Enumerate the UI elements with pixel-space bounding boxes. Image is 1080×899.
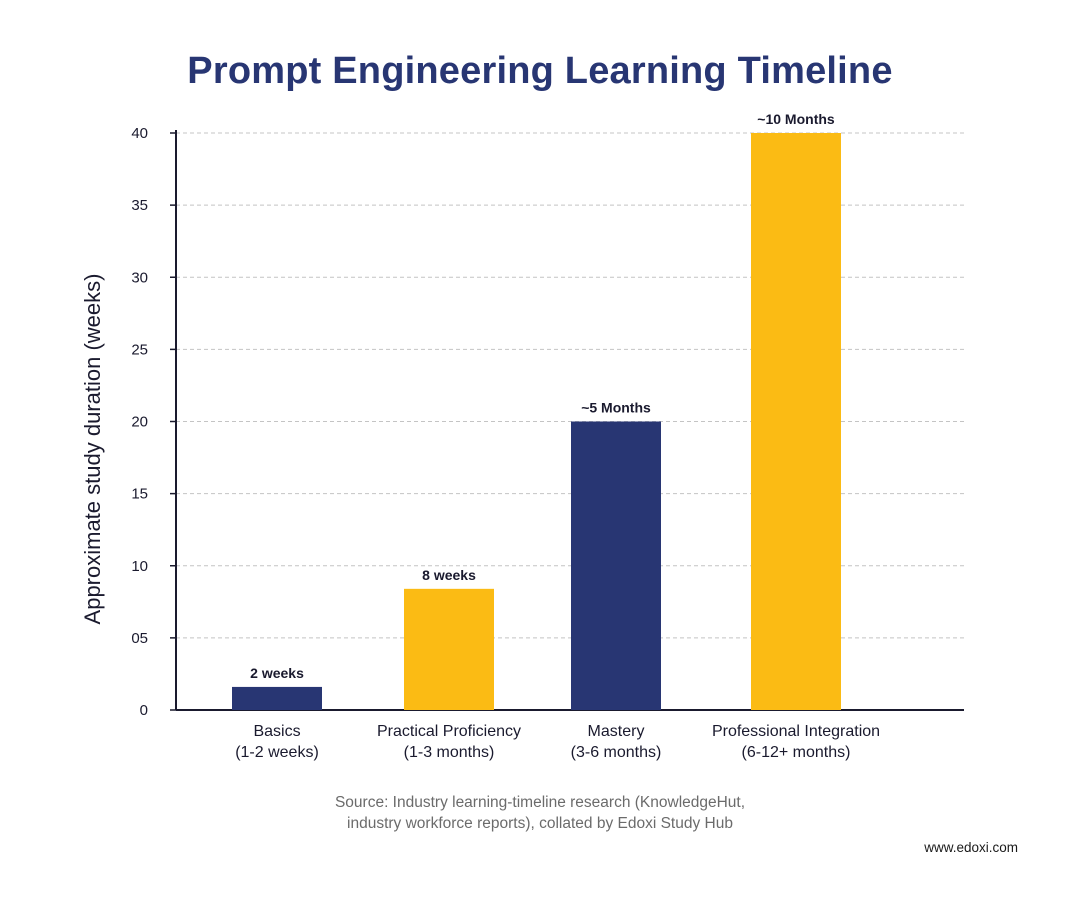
gridlines	[176, 132, 964, 639]
x-tick-sublabel: (3-6 months)	[571, 744, 662, 761]
y-tick-label: 05	[131, 630, 148, 647]
y-tick-label: 10	[131, 558, 148, 575]
data-label: 2 weeks	[250, 665, 304, 681]
bar	[404, 588, 494, 710]
x-tick-sublabel: (1-2 weeks)	[235, 744, 319, 761]
y-tick-label: 15	[131, 486, 148, 503]
y-tick-label: 35	[131, 197, 148, 214]
x-tick-label: Mastery	[588, 723, 645, 740]
chart-title: Prompt Engineering Learning Timeline	[187, 50, 893, 92]
bar	[571, 421, 661, 710]
y-tick-label: 20	[131, 414, 148, 431]
data-labels: 2 weeks 8 weeks ~5 Months ~10 Months	[250, 111, 835, 681]
x-tick-label: Practical Proficiency	[377, 723, 521, 740]
x-tick-sublabel: (6-12+ months)	[742, 744, 851, 761]
site-url: www.edoxi.com	[924, 840, 1018, 855]
y-tick-label: 25	[131, 341, 148, 358]
data-label: 8 weeks	[422, 567, 476, 583]
source-note-line: Source: Industry learning-timeline resea…	[334, 794, 746, 811]
y-axis-title: Approximate study duration (weeks)	[80, 274, 105, 625]
x-tick-label: Professional Integration	[712, 723, 880, 740]
source-note: Source: Industry learning-timeline resea…	[250, 792, 830, 834]
x-axis-ticks: Basics (1-2 weeks) Practical Proficiency (1…	[235, 723, 880, 761]
bars	[232, 133, 841, 710]
data-label: ~10 Months	[757, 111, 835, 127]
data-label: ~5 Months	[581, 400, 651, 416]
axes	[175, 130, 964, 711]
y-tick-label: 0	[140, 702, 148, 719]
x-tick-sublabel: (1-3 months)	[404, 744, 495, 761]
bar	[751, 133, 841, 710]
y-axis-ticks: 0 05 10 15 20 25 30 35 40	[131, 125, 176, 719]
source-note-line: industry workforce reports), collated by…	[347, 815, 733, 832]
y-tick-label: 40	[131, 125, 148, 142]
bar	[232, 686, 322, 710]
y-tick-label: 30	[131, 269, 148, 286]
x-tick-label: Basics	[253, 723, 300, 740]
